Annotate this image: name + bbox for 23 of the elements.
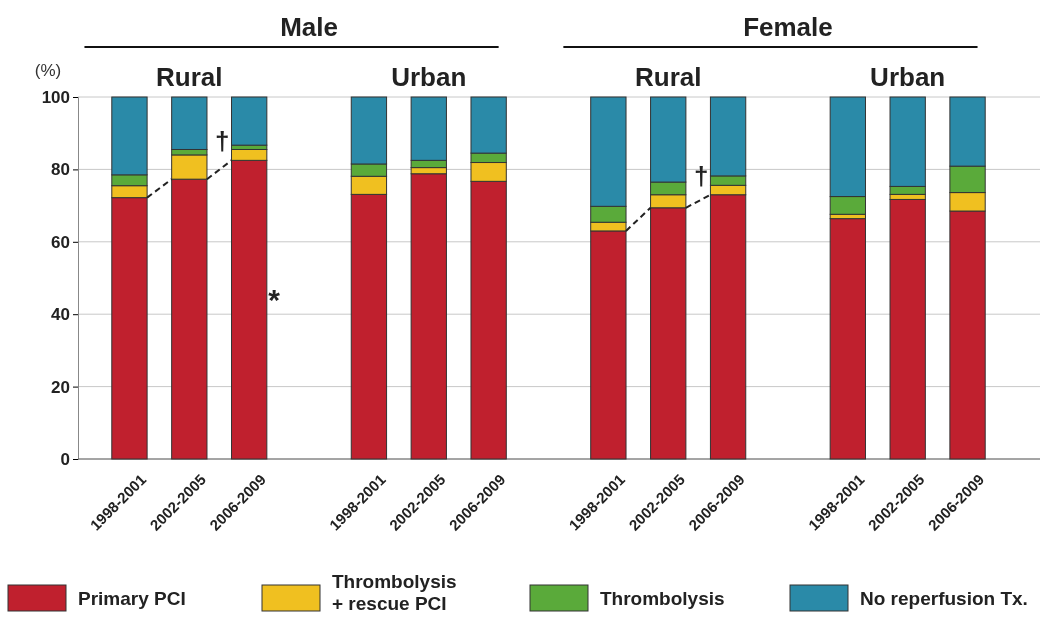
legend-label: Thrombolysis + rescue PCI [332,571,457,614]
legend-label: Primary PCI [78,588,186,609]
legend-label: No reperfusion Tx. [860,588,1028,609]
y-axis-title: (%) [34,61,62,80]
text: Female [743,12,833,42]
text: Urban [391,62,467,92]
y-tick-label: 40 [51,305,70,325]
y-tick-label: 60 [51,232,70,252]
y-tick-label: 100 [41,87,70,107]
bar [889,198,926,460]
bar [231,96,268,146]
bar [829,218,866,460]
annotation: * [268,283,281,316]
annotation: † [693,161,709,191]
text: Male [280,12,338,42]
y-tick-label: 0 [60,449,70,469]
y-tick-label: 80 [51,160,70,180]
text: Urban [870,62,946,92]
annotation: † [215,126,230,156]
text: Rural [156,62,223,92]
text: Rural [634,62,702,92]
legend-label: Thrombolysis [600,588,725,609]
y-tick-label: 20 [51,377,70,397]
